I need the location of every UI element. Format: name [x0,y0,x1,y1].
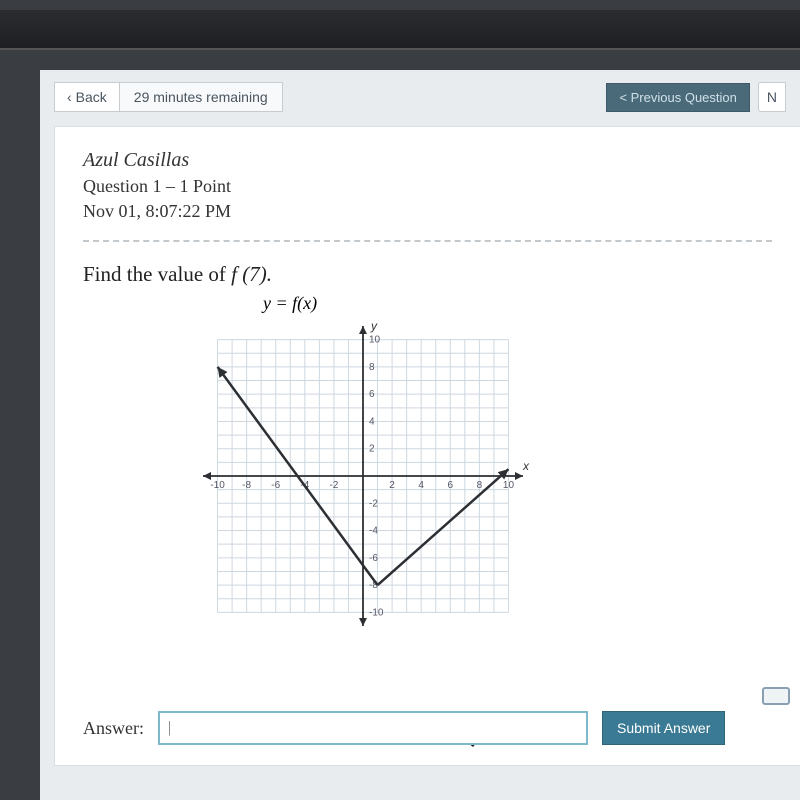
svg-text:10: 10 [503,480,515,491]
svg-text:4: 4 [418,480,424,491]
question-meta: Azul Casillas Question 1 – 1 Point Nov 0… [83,149,772,222]
svg-text:2: 2 [389,480,395,491]
keyboard-icon[interactable] [762,687,790,705]
svg-text:6: 6 [369,389,375,400]
top-toolbar: ‹ Back 29 minutes remaining < Previous Q… [40,70,800,112]
back-button-label: Back [76,89,107,105]
next-question-stub[interactable]: N [758,82,786,112]
chevron-left-icon: ‹ [67,89,72,105]
previous-question-button[interactable]: < Previous Question [606,83,749,112]
question-timestamp: Nov 01, 8:07:22 PM [83,201,772,222]
time-remaining: 29 minutes remaining [120,82,283,112]
svg-text:-10: -10 [210,480,225,491]
divider [83,240,772,242]
svg-text:y: y [370,319,378,333]
svg-text:10: 10 [369,335,381,346]
answer-row: Answer: Submit Answer [83,711,800,745]
answer-label: Answer: [83,718,144,739]
svg-text:6: 6 [447,480,453,491]
question-card: Azul Casillas Question 1 – 1 Point Nov 0… [54,126,800,766]
function-graph: -10-8-6-4-2246810-10-8-6-4-2246810xy [193,316,533,636]
svg-text:-2: -2 [369,498,378,509]
prompt-prefix: Find the value of [83,262,231,286]
svg-text:-8: -8 [242,480,251,491]
svg-text:8: 8 [477,480,483,491]
answer-input[interactable] [158,711,588,745]
svg-text:-2: -2 [329,480,338,491]
svg-text:-6: -6 [271,480,280,491]
svg-text:x: x [522,459,530,473]
monitor-bezel [0,10,800,50]
prompt-expression: f (7). [231,262,272,286]
svg-text:2: 2 [369,444,375,455]
svg-text:-4: -4 [369,526,378,537]
page-container: ‹ Back 29 minutes remaining < Previous Q… [40,70,800,800]
question-number-points: Question 1 – 1 Point [83,176,772,197]
svg-text:-6: -6 [369,553,378,564]
svg-text:4: 4 [369,416,375,427]
svg-text:-10: -10 [369,607,384,618]
function-label: y = f(x) [263,293,772,314]
submit-answer-button[interactable]: Submit Answer [602,711,725,745]
student-name: Azul Casillas [83,149,772,172]
graph-container: -10-8-6-4-2246810-10-8-6-4-2246810xy [193,316,533,636]
svg-text:8: 8 [369,362,375,373]
question-prompt: Find the value of f (7). [83,262,772,287]
back-button[interactable]: ‹ Back [54,82,120,112]
